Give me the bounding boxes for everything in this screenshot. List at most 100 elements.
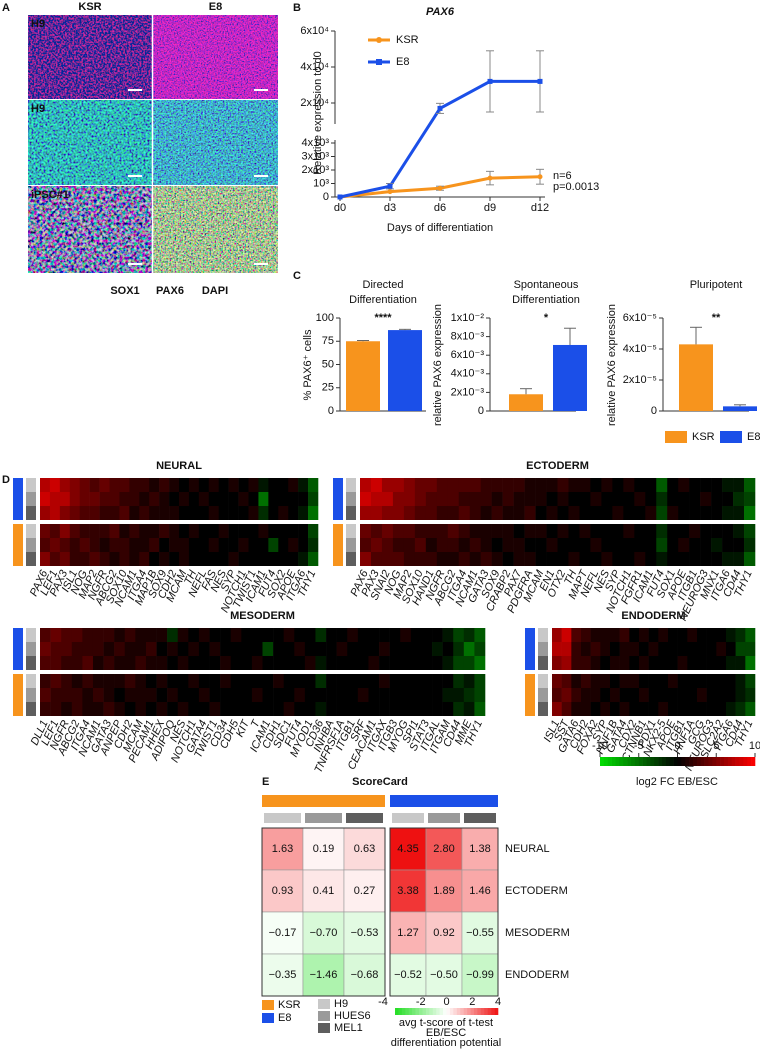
heat-cell	[706, 702, 717, 716]
heat-cell	[294, 702, 306, 716]
heat-cell	[634, 492, 646, 506]
heat-cell	[432, 674, 443, 688]
heat-cell	[458, 478, 471, 492]
heat-cell	[706, 628, 717, 642]
colorbar-tick-label: 0	[674, 740, 680, 752]
heat-cell	[442, 688, 454, 702]
heat-cell	[251, 642, 263, 656]
colorbar-tick-label: -10	[592, 740, 608, 752]
heat-cell	[198, 702, 210, 716]
heat-cell	[590, 478, 602, 492]
heat-cell	[304, 642, 316, 656]
heat-cell	[590, 524, 602, 538]
heat-cell	[258, 524, 269, 538]
heat-cell	[425, 524, 438, 538]
heat-cell	[308, 524, 319, 538]
annotation: p=0.0013	[553, 181, 599, 193]
chart-title: Differentiation	[512, 294, 580, 306]
heat-cell	[700, 506, 712, 520]
heat-cell	[220, 702, 232, 716]
y-tick-label: 8x10⁻³	[451, 331, 485, 343]
heat-cell	[513, 492, 525, 506]
heat-cell	[124, 656, 136, 670]
heat-cell	[379, 628, 390, 642]
heat-cell	[524, 506, 536, 520]
colorbar-cell	[673, 757, 678, 766]
heat-cell	[634, 552, 646, 566]
heat-cell	[623, 538, 635, 552]
colorbar-cell	[735, 757, 740, 766]
heat-cell	[629, 674, 640, 688]
heat-cell	[298, 492, 309, 506]
heat-cell	[668, 688, 678, 702]
heat-cell	[600, 702, 611, 716]
heat-cell	[480, 552, 492, 566]
heat-cell	[248, 538, 259, 552]
heat-cell	[159, 506, 170, 520]
heat-cell	[198, 642, 210, 656]
heat-cell	[357, 702, 369, 716]
heat-cell	[156, 702, 168, 716]
score-label: −0.99	[466, 969, 494, 981]
heat-cell	[326, 674, 337, 688]
heat-cell	[689, 492, 701, 506]
legend-swatch	[262, 1013, 274, 1023]
legend-swatch	[665, 431, 687, 443]
heat-cell	[568, 552, 580, 566]
legend-swatch	[318, 1011, 330, 1021]
heat-cell	[109, 492, 120, 506]
group-bar	[333, 524, 343, 538]
heat-cell	[149, 552, 160, 566]
heat-cell	[619, 628, 630, 642]
heat-cell	[357, 688, 369, 702]
heat-cell	[711, 506, 723, 520]
line-bar	[346, 478, 356, 492]
panel-label: D	[2, 474, 10, 486]
heat-cell	[228, 478, 239, 492]
heatmap-title: NEURAL	[156, 460, 202, 472]
score-label: 3.38	[397, 885, 418, 897]
line-bar	[26, 506, 36, 520]
point	[537, 174, 543, 180]
colorbar-cell	[480, 1008, 485, 1015]
heat-cell	[561, 628, 572, 642]
heat-cell	[474, 702, 486, 716]
score-cell	[461, 869, 499, 913]
heat-cell	[129, 492, 140, 506]
heat-cell	[590, 538, 602, 552]
heat-cell	[678, 524, 690, 538]
heat-cell	[442, 702, 454, 716]
heat-cell	[124, 688, 136, 702]
heat-cell	[568, 492, 580, 506]
heat-cell	[278, 552, 289, 566]
heat-cell	[678, 538, 690, 552]
heat-cell	[744, 478, 756, 492]
colorbar-cell	[646, 757, 651, 766]
point	[337, 194, 343, 200]
heat-cell	[700, 524, 712, 538]
group-bar	[333, 506, 343, 520]
colorbar-cell	[615, 757, 620, 766]
heat-cell	[304, 674, 316, 688]
column-label: E8	[209, 1, 222, 13]
heat-cell	[360, 506, 372, 520]
heat-cell	[689, 538, 701, 552]
heat-cell	[524, 524, 536, 538]
heat-cell	[581, 628, 591, 642]
heat-cell	[258, 552, 269, 566]
heat-cell	[258, 492, 269, 506]
group-bar	[13, 628, 23, 642]
heat-cell	[421, 688, 433, 702]
heat-cell	[463, 688, 475, 702]
row-label: NEURAL	[505, 843, 550, 855]
heat-cell	[156, 628, 168, 642]
heat-cell	[381, 538, 394, 552]
heat-cell	[535, 524, 547, 538]
heat-cell	[414, 506, 427, 520]
heat-cell	[135, 702, 147, 716]
heat-cell	[238, 552, 249, 566]
heat-cell	[177, 628, 189, 642]
heat-cell	[298, 524, 309, 538]
heat-cell	[629, 656, 640, 670]
heat-cell	[639, 642, 649, 656]
